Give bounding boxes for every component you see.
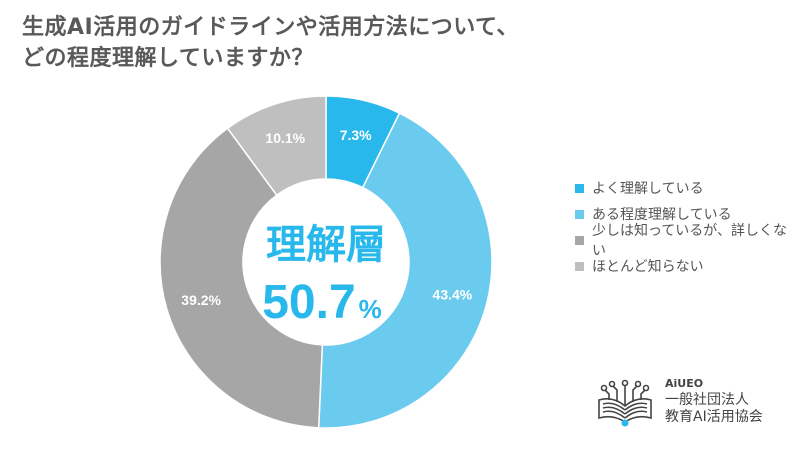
legend-label: よく理解している: [592, 181, 704, 197]
slice-percent-label: 10.1%: [265, 130, 305, 146]
legend-item-well-understand: よく理解している: [575, 175, 800, 201]
donut-slices: [159, 95, 493, 429]
legend-label: ある程度理解している: [592, 207, 732, 223]
organization-logo: AiUEO 一般社団法人 教育AI活用協会: [595, 372, 763, 428]
legend-item-know-little: 少しは知っているが、詳しくない: [575, 223, 800, 259]
donut-slice: [317, 112, 493, 429]
legend-swatch: [575, 235, 584, 245]
slice-labels: 7.3% 43.4% 39.2% 10.1%: [181, 127, 472, 308]
legend: よく理解している ある程度理解している 少しは知っているが、詳しくない ほとんど…: [575, 175, 800, 279]
legend-swatch: [575, 261, 584, 271]
title-line-1: 生成AI活用のガイドラインや活用方法について、: [22, 15, 519, 40]
logo-text: AiUEO 一般社団法人 教育AI活用協会: [665, 375, 763, 426]
center-value-number: 50.7: [262, 276, 355, 329]
logo-org-line-1: 一般社団法人: [665, 391, 749, 408]
center-label: 理解層: [266, 222, 386, 268]
center-value-unit: %: [359, 294, 382, 324]
slice-percent-label: 39.2%: [181, 292, 221, 308]
legend-swatch: [575, 209, 584, 219]
title-line-2: どの程度理解していますか？: [22, 46, 314, 71]
open-book-circuit-icon: [598, 379, 652, 427]
logo-brand: AiUEO: [665, 376, 704, 390]
chart-title: 生成AI活用のガイドラインや活用方法について、 どの程度理解していますか？: [22, 12, 519, 74]
donut-slice: [159, 127, 324, 429]
legend-label: ほとんど知らない: [592, 259, 704, 275]
center-value: 50.7%: [262, 276, 382, 329]
donut-slice: [226, 95, 327, 197]
slice-percent-label: 7.3%: [340, 127, 372, 143]
slice-percent-label: 43.4%: [433, 286, 473, 302]
logo-org-line-2: 教育AI活用協会: [665, 408, 763, 425]
legend-item-hardly-know: ほとんど知らない: [575, 253, 800, 279]
legend-label: 少しは知っているが、詳しくない: [591, 223, 787, 259]
legend-swatch: [575, 183, 584, 193]
legend-item-somewhat-understand: ある程度理解している: [575, 201, 800, 227]
